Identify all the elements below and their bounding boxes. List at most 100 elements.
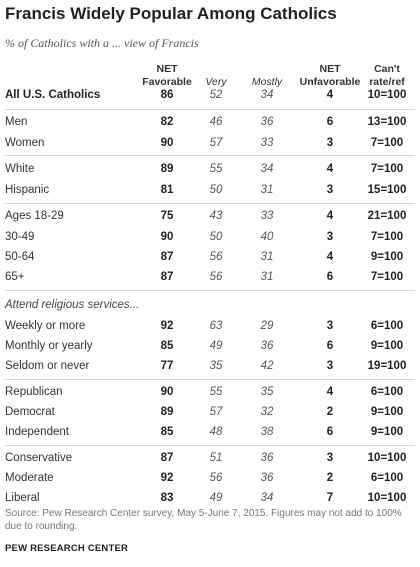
header-very: Very [205, 76, 227, 88]
table-cell: 13=100 [367, 116, 407, 128]
table-cell: 57 [209, 137, 223, 149]
row-label: Republican [5, 386, 63, 398]
table-cell: 57 [209, 406, 223, 418]
row-label: All U.S. Catholics [5, 89, 101, 101]
table-cell: 56 [209, 271, 223, 283]
table-cell: 35 [209, 360, 223, 372]
table-cell: 92 [160, 472, 174, 484]
table-cell: 36 [260, 340, 274, 352]
table-cell: 3 [326, 320, 334, 332]
table-cell: 75 [160, 210, 174, 222]
table-cell: 9=100 [370, 251, 404, 263]
row-label: Hispanic [5, 184, 50, 196]
table-cell: 10=100 [367, 492, 407, 504]
table-cell: 85 [160, 340, 174, 352]
table-cell: 19=100 [367, 360, 407, 372]
table-cell: 46 [209, 116, 223, 128]
table-cell: 48 [209, 426, 223, 438]
table-cell: 3 [326, 184, 334, 196]
table-cell: 36 [260, 472, 274, 484]
table-cell: 35 [260, 386, 274, 398]
table-cell: 7=100 [370, 271, 404, 283]
table-cell: 2 [326, 406, 334, 418]
table-cell: 3 [326, 452, 334, 464]
header-cant-rate-line1: Can't [374, 63, 400, 75]
table-cell: 4 [326, 163, 334, 175]
table-cell: 77 [160, 360, 174, 372]
table-cell: 7=100 [370, 163, 404, 175]
table-cell: 43 [209, 210, 223, 222]
header-mostly: Mostly [251, 76, 283, 88]
table-cell: 6=100 [370, 386, 404, 398]
table-cell: 90 [160, 231, 174, 243]
table-cell: 89 [160, 163, 174, 175]
header-net-favorable-line1: NET [156, 63, 178, 75]
row-label: Men [5, 116, 28, 128]
table-cell: 7 [326, 492, 334, 504]
table-cell: 10=100 [367, 89, 407, 101]
table-cell: 9=100 [370, 426, 404, 438]
table-cell: 4 [326, 89, 334, 101]
row-label: Women [5, 137, 45, 149]
table-cell: 36 [260, 452, 274, 464]
table-cell: 9=100 [370, 406, 404, 418]
organization-credit: PEW RESEARCH CENTER [5, 543, 129, 554]
table-cell: 87 [160, 452, 174, 464]
row-label: Moderate [5, 472, 54, 484]
table-cell: 31 [260, 251, 274, 263]
table-cell: 15=100 [367, 184, 407, 196]
table-cell: 6 [326, 340, 334, 352]
table-cell: 87 [160, 251, 174, 263]
table-cell: 34 [260, 492, 274, 504]
row-label: 50-64 [5, 251, 35, 263]
row-divider [5, 379, 415, 380]
row-label: Ages 18-29 [5, 210, 64, 222]
table-cell: 90 [160, 137, 174, 149]
table-cell: 21=100 [367, 210, 407, 222]
table-cell: 49 [209, 492, 223, 504]
table-cell: 4 [326, 251, 334, 263]
table-cell: 51 [209, 452, 223, 464]
row-label: Weekly or more [5, 320, 86, 332]
table-cell: 33 [260, 210, 274, 222]
row-label: Monthly or yearly [5, 340, 93, 352]
row-label: 65+ [5, 271, 25, 283]
table-cell: 38 [260, 426, 274, 438]
source-note: Source: Pew Research Center survey, May … [5, 508, 402, 532]
table-cell: 34 [260, 163, 274, 175]
table-cell: 3 [326, 137, 334, 149]
table-cell: 55 [209, 163, 223, 175]
table-cell: 6 [326, 271, 334, 283]
table-cell: 55 [209, 386, 223, 398]
header-cant-rate-line2: rate/ref [369, 76, 405, 88]
table-cell: 56 [209, 251, 223, 263]
table-cell: 87 [160, 271, 174, 283]
header-net-unfavorable: NET Unfavorable [300, 63, 361, 89]
header-net-favorable-line2: Favorable [142, 76, 192, 88]
row-label: Liberal [5, 492, 40, 504]
table-cell: 6=100 [370, 320, 404, 332]
table-cell: 86 [160, 89, 174, 101]
table-cell: 42 [260, 360, 274, 372]
table-cell: 7=100 [370, 231, 404, 243]
row-label: 30-49 [5, 231, 35, 243]
table-cell: 83 [160, 492, 174, 504]
table-cell: 90 [160, 386, 174, 398]
table-cell: 50 [209, 184, 223, 196]
table-cell: 3 [326, 360, 334, 372]
row-label: Independent [5, 426, 69, 438]
row-label: Seldom or never [5, 360, 90, 372]
table-cell: 82 [160, 116, 174, 128]
row-divider [5, 445, 415, 446]
row-label: Democrat [5, 406, 55, 418]
table-cell: 2 [326, 472, 334, 484]
header-cant-rate: Can't rate/ref [369, 63, 405, 89]
row-divider [5, 203, 415, 204]
table-cell: 4 [326, 386, 334, 398]
chart-title: Francis Widely Popular Among Catholics [5, 4, 337, 23]
header-net-unfavorable-line1: NET [319, 63, 341, 75]
chart-subtitle: % of Catholics with a ... view of Franci… [5, 36, 199, 50]
row-label: Conservative [5, 452, 73, 464]
table-cell: 6=100 [370, 472, 404, 484]
